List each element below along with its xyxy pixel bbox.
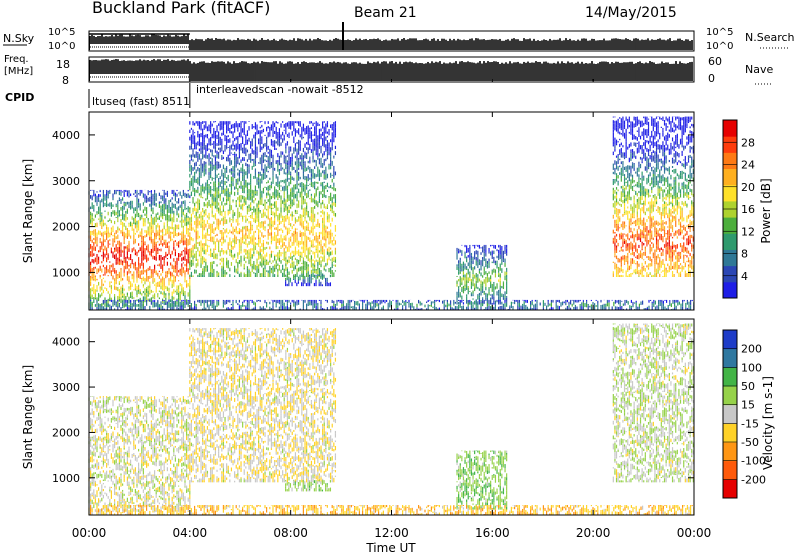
freq-tick-bottom: 8 <box>62 74 69 87</box>
nsky-tick-bottom: 10^0 <box>48 41 75 52</box>
nave-label: Nave <box>745 63 773 76</box>
freq-tick-top: 18 <box>56 58 70 71</box>
freq-label-2: [MHz] <box>4 66 33 77</box>
nsky-early-gap <box>90 44 189 50</box>
plot-title: Buckland Park (fitACF) <box>92 0 270 17</box>
nsky-panel-frame <box>88 30 695 52</box>
freq-label-1: Freq. <box>4 54 29 65</box>
cpid-program-1: ltuseq (fast) 8511 <box>92 95 190 108</box>
cpid-program-2: interleavedscan -nowait -8512 <box>196 83 364 96</box>
beam-label: Beam 21 <box>354 5 417 21</box>
nsearch-tick-bottom: 10^0 <box>706 41 733 52</box>
nave-tick-top: 60 <box>708 55 722 68</box>
cpid-label: CPID <box>5 91 34 104</box>
nsky-tick-top: 10^5 <box>48 27 75 38</box>
nave-tick-bottom: 0 <box>708 72 715 85</box>
nave-early-gap <box>90 74 189 81</box>
nsky-bars <box>89 22 693 50</box>
nsearch-tick-top: 10^5 <box>706 27 733 38</box>
power-panel-bg <box>89 112 694 310</box>
date-label: 14/May/2015 <box>585 5 677 21</box>
nsky-label: N.Sky <box>3 32 35 45</box>
freq-bars <box>89 59 693 81</box>
nsearch-label: N.Search <box>745 31 795 44</box>
